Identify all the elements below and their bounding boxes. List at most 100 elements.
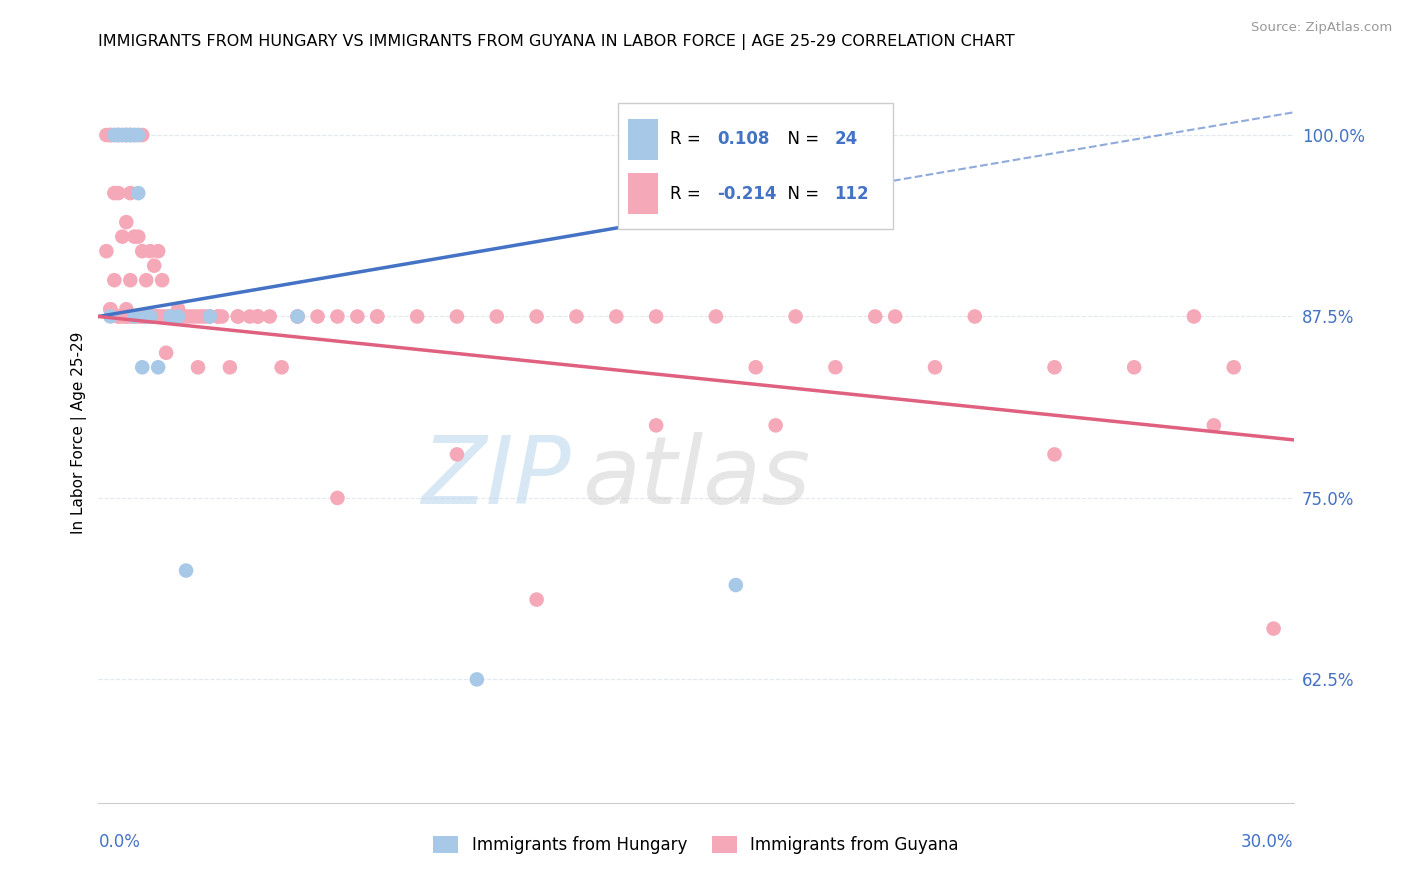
Point <box>226 310 249 324</box>
Point <box>127 128 149 142</box>
Point <box>143 310 166 324</box>
Point <box>239 310 262 324</box>
Point <box>765 418 787 433</box>
Point <box>187 310 209 324</box>
Point <box>155 310 177 324</box>
Point <box>120 128 142 142</box>
Text: R =: R = <box>669 185 706 202</box>
Point <box>211 310 233 324</box>
Point <box>307 310 329 324</box>
Point <box>745 360 768 375</box>
Point <box>270 360 292 375</box>
Point <box>207 310 229 324</box>
Point <box>124 310 146 324</box>
FancyBboxPatch shape <box>619 103 893 229</box>
Point <box>167 302 190 317</box>
Point <box>131 310 153 324</box>
Point <box>111 128 134 142</box>
Text: N =: N = <box>778 130 824 148</box>
Point <box>103 128 125 142</box>
Text: IMMIGRANTS FROM HUNGARY VS IMMIGRANTS FROM GUYANA IN LABOR FORCE | AGE 25-29 COR: IMMIGRANTS FROM HUNGARY VS IMMIGRANTS FR… <box>98 34 1015 50</box>
Point <box>259 310 281 324</box>
Point <box>135 273 157 287</box>
Point <box>127 186 149 200</box>
Text: 0.108: 0.108 <box>717 130 770 148</box>
Point <box>172 310 194 324</box>
Point <box>446 447 468 461</box>
Point <box>139 310 162 324</box>
Point <box>115 128 138 142</box>
Point <box>183 310 205 324</box>
Point <box>107 310 129 324</box>
Point <box>287 310 309 324</box>
Point <box>103 186 125 200</box>
Point <box>198 310 221 324</box>
Point <box>103 273 125 287</box>
Point <box>98 128 122 142</box>
Point <box>605 310 627 324</box>
Point <box>704 310 727 324</box>
Point <box>139 244 162 259</box>
Point <box>98 302 122 317</box>
Point <box>824 360 846 375</box>
Point <box>287 310 309 324</box>
Point <box>120 273 142 287</box>
Point <box>1123 360 1146 375</box>
Point <box>485 310 508 324</box>
Point <box>406 310 429 324</box>
Point <box>127 128 149 142</box>
Point <box>131 360 153 375</box>
Point <box>143 310 166 324</box>
Point <box>135 310 157 324</box>
Point <box>884 310 907 324</box>
Point <box>111 229 134 244</box>
Point <box>139 310 162 324</box>
Point <box>163 310 186 324</box>
Point <box>1043 447 1066 461</box>
Point <box>346 310 368 324</box>
Point <box>131 310 153 324</box>
Legend: Immigrants from Hungary, Immigrants from Guyana: Immigrants from Hungary, Immigrants from… <box>426 830 966 861</box>
Point <box>103 128 125 142</box>
Point <box>526 310 548 324</box>
Point <box>924 360 946 375</box>
Text: 30.0%: 30.0% <box>1241 833 1294 851</box>
Point <box>139 310 162 324</box>
Text: N =: N = <box>778 185 824 202</box>
Point <box>127 310 149 324</box>
Point <box>150 273 173 287</box>
Point <box>1223 360 1246 375</box>
Point <box>115 128 138 142</box>
Point <box>124 128 146 142</box>
Point <box>645 310 668 324</box>
Point <box>115 310 138 324</box>
Point <box>131 128 153 142</box>
Point <box>107 128 129 142</box>
Point <box>366 310 388 324</box>
Point <box>107 310 129 324</box>
Point <box>120 310 142 324</box>
Point <box>98 302 122 317</box>
Text: atlas: atlas <box>582 432 811 523</box>
Point <box>150 310 173 324</box>
Point <box>148 360 170 375</box>
Bar <box>628 119 658 160</box>
Point <box>179 310 201 324</box>
Point <box>135 310 157 324</box>
Point <box>195 310 218 324</box>
Point <box>1182 310 1205 324</box>
Point <box>1043 360 1066 375</box>
Point <box>207 310 229 324</box>
Text: 0.0%: 0.0% <box>98 833 141 851</box>
Point <box>159 310 181 324</box>
Text: Source: ZipAtlas.com: Source: ZipAtlas.com <box>1251 21 1392 34</box>
Point <box>98 310 122 324</box>
Point <box>139 310 162 324</box>
Text: R =: R = <box>669 130 706 148</box>
Point <box>645 418 668 433</box>
Point <box>115 128 138 142</box>
Point <box>1202 418 1225 433</box>
Point <box>115 310 138 324</box>
Point <box>219 360 242 375</box>
Point <box>465 673 488 687</box>
